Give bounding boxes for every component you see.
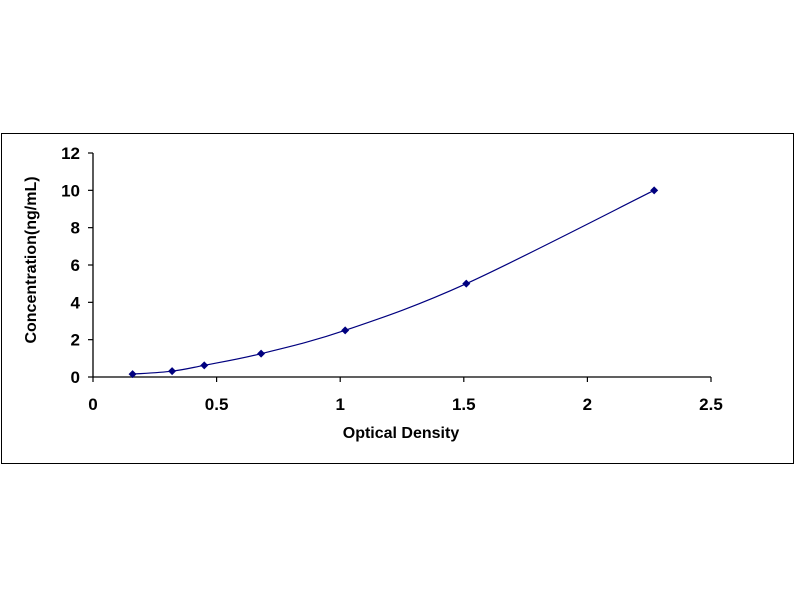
y-ticks: 0 2 4 6 8 10 12 (61, 144, 93, 387)
x-tick-label: 2 (583, 395, 592, 414)
y-axis-title: Concentration(ng/mL) (23, 176, 40, 343)
data-point-marker (650, 186, 659, 195)
chart-frame (1, 133, 794, 464)
x-axis-title: Optical Density (343, 425, 460, 442)
y-tick-label: 0 (71, 368, 80, 387)
y-tick-label: 2 (71, 331, 80, 350)
y-tick-label: 8 (71, 219, 80, 238)
data-point-marker (462, 279, 471, 288)
x-ticks: 0 0.5 1 1.5 2 2.5 (88, 377, 723, 414)
data-point-marker (341, 326, 350, 335)
y-tick-label: 4 (71, 293, 81, 312)
y-tick-label: 10 (61, 181, 80, 200)
data-point-marker (200, 361, 209, 370)
data-point-marker (168, 367, 177, 376)
x-tick-label: 2.5 (699, 395, 723, 414)
x-tick-label: 0 (88, 395, 97, 414)
fitted-curve (132, 189, 655, 375)
y-tick-label: 12 (61, 144, 80, 163)
data-point-marker (257, 349, 266, 358)
data-points (128, 186, 659, 379)
x-tick-label: 0.5 (205, 395, 229, 414)
x-tick-label: 1.5 (452, 395, 476, 414)
x-tick-label: 1 (335, 395, 344, 414)
data-point-marker (128, 370, 137, 379)
axes (92, 153, 711, 378)
y-tick-label: 6 (71, 256, 80, 275)
